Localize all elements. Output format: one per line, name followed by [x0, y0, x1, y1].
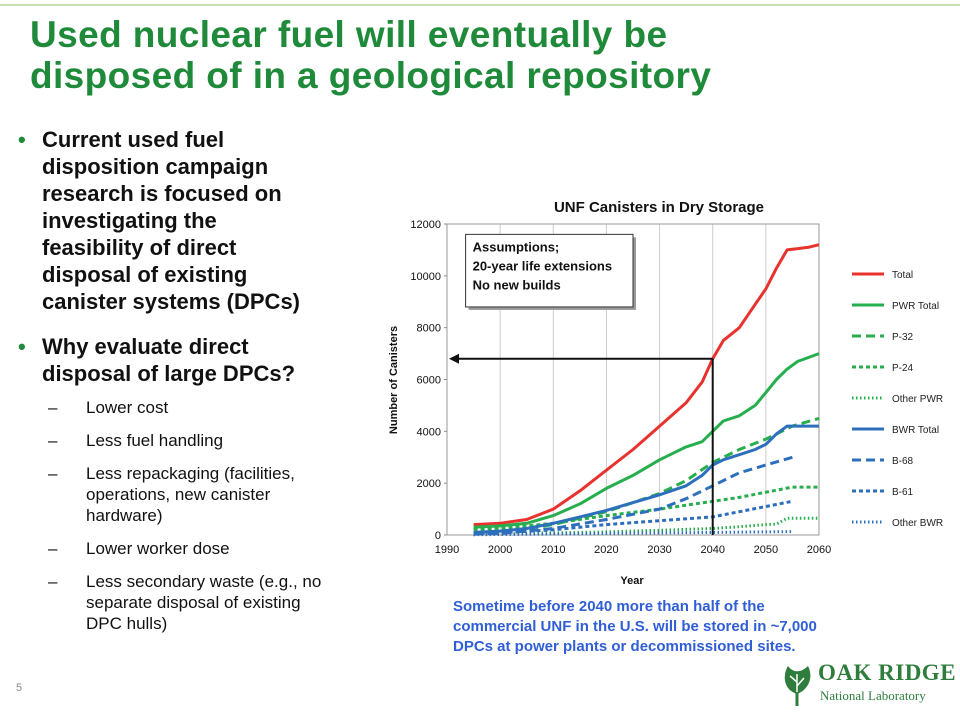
- legend-label: Other PWR: [892, 394, 943, 405]
- sub-bullet-dash: –: [48, 431, 58, 450]
- top-rule: [0, 4, 960, 6]
- sub-bullet-line: Less repackaging (facilities,: [86, 464, 295, 483]
- x-axis-label: Year: [620, 575, 644, 587]
- series-line: [473, 424, 819, 534]
- title-line-1: Used nuclear fuel will eventually be: [30, 14, 668, 55]
- series-line: [473, 516, 819, 536]
- series-line: [473, 352, 820, 529]
- annotation-line: No new builds: [473, 277, 561, 292]
- x-tick-label: 2060: [807, 544, 831, 556]
- y-tick-label: 4000: [417, 426, 441, 438]
- logo-name: OAK RIDGE: [818, 660, 957, 685]
- bullet-dot: •: [18, 334, 26, 359]
- sub-bullet-dash: –: [48, 398, 58, 417]
- bullet-1-line: feasibility of direct: [42, 235, 237, 260]
- y-tick-label: 12000: [410, 219, 441, 231]
- bullet-2: • Why evaluate direct disposal of large …: [18, 333, 398, 387]
- bullet-dot: •: [18, 127, 26, 152]
- legend-label: PWR Total: [892, 301, 939, 312]
- sub-bullet-line: Less secondary waste (e.g., no: [86, 572, 322, 591]
- y-axis-label: Number of Canisters: [388, 326, 400, 434]
- legend-label: B-61: [892, 487, 914, 498]
- x-tick-label: 2030: [647, 544, 671, 556]
- bullet-2-line: disposal of large DPCs?: [42, 361, 296, 386]
- annotation-box: [465, 233, 634, 308]
- sub-bullet-dash: –: [48, 572, 58, 591]
- series-line: [473, 455, 793, 536]
- y-tick-label: 0: [435, 530, 441, 542]
- bullet-1-line: Current used fuel: [42, 127, 225, 152]
- x-tick-label: 2020: [594, 544, 618, 556]
- legend-label: P-32: [892, 332, 914, 343]
- sub-bullet-4: – Lower worker dose: [48, 538, 398, 559]
- caption-line: DPCs at power plants or decommissioned s…: [453, 638, 796, 655]
- legend-label: P-24: [892, 363, 914, 374]
- legend-label: Other BWR: [892, 518, 943, 529]
- sub-bullet-2: – Less fuel handling: [48, 430, 398, 451]
- y-tick-label: 8000: [417, 323, 441, 335]
- x-tick-label: 2010: [541, 544, 565, 556]
- plot-frame: [446, 223, 820, 536]
- y-tick-label: 6000: [417, 375, 441, 387]
- sub-bullet-line: Lower worker dose: [86, 539, 230, 558]
- chart-title: UNF Canisters in Dry Storage: [554, 199, 764, 216]
- sub-bullet-line: operations, new canister: [86, 485, 271, 504]
- series-line: [473, 416, 820, 536]
- series-line: [473, 499, 793, 536]
- ornl-logo: OAK RIDGE National Laboratory: [780, 660, 956, 710]
- title-line-2: disposed of in a geological repository: [30, 55, 712, 96]
- sub-bullet-3: – Less repackaging (facilities, operatio…: [48, 463, 398, 526]
- bullet-1-line: disposal of existing: [42, 262, 248, 287]
- legend-label: Total: [892, 270, 913, 281]
- x-tick-label: 1990: [435, 544, 459, 556]
- sub-bullet-line: Lower cost: [86, 398, 169, 417]
- sub-bullet-line: hardware): [86, 506, 163, 525]
- chart-caption: Sometime before 2040 more than half of t…: [453, 597, 923, 657]
- annotation-line: 20-year life extensions: [473, 258, 612, 273]
- bullet-1-line: research is focused on: [42, 181, 282, 206]
- logo-subtitle: National Laboratory: [820, 688, 926, 703]
- caption-line: commercial UNF in the U.S. will be store…: [453, 618, 817, 635]
- bullet-2-line: Why evaluate direct: [42, 334, 249, 359]
- x-tick-label: 2050: [754, 544, 778, 556]
- sub-bullet-dash: –: [48, 464, 58, 483]
- legend-label: B-68: [892, 456, 914, 467]
- x-tick-label: 2000: [488, 544, 512, 556]
- legend-label: BWR Total: [892, 425, 939, 436]
- x-tick-label: 2040: [700, 544, 724, 556]
- page-number: 5: [16, 682, 23, 694]
- sub-bullet-5: – Less secondary waste (e.g., no separat…: [48, 571, 398, 634]
- sub-bullet-line: DPC hulls): [86, 614, 168, 633]
- sub-bullet-1: – Lower cost: [48, 397, 398, 418]
- y-tick-label: 2000: [417, 478, 441, 490]
- sub-bullet-dash: –: [48, 539, 58, 558]
- bullet-1-line: canister systems (DPCs): [42, 289, 301, 314]
- sub-bullet-line: Less fuel handling: [86, 431, 224, 450]
- slide-title: Used nuclear fuel will eventually be dis…: [30, 14, 930, 96]
- bullet-1-line: disposition campaign: [42, 154, 269, 179]
- arrow-head-icon: [449, 353, 459, 364]
- series-line: [473, 243, 820, 527]
- sub-bullet-line: separate disposal of existing: [86, 593, 301, 612]
- bullet-1-line: investigating the: [42, 208, 217, 233]
- leaf-logo-icon: [784, 666, 811, 706]
- annotation-line: Assumptions;: [473, 239, 560, 254]
- caption-line: Sometime before 2040 more than half of t…: [453, 598, 765, 615]
- series-line: [473, 485, 819, 532]
- y-tick-label: 10000: [410, 271, 441, 283]
- bullet-list: • Current used fuel disposition campaign…: [18, 126, 398, 634]
- bullet-1: • Current used fuel disposition campaign…: [18, 126, 398, 315]
